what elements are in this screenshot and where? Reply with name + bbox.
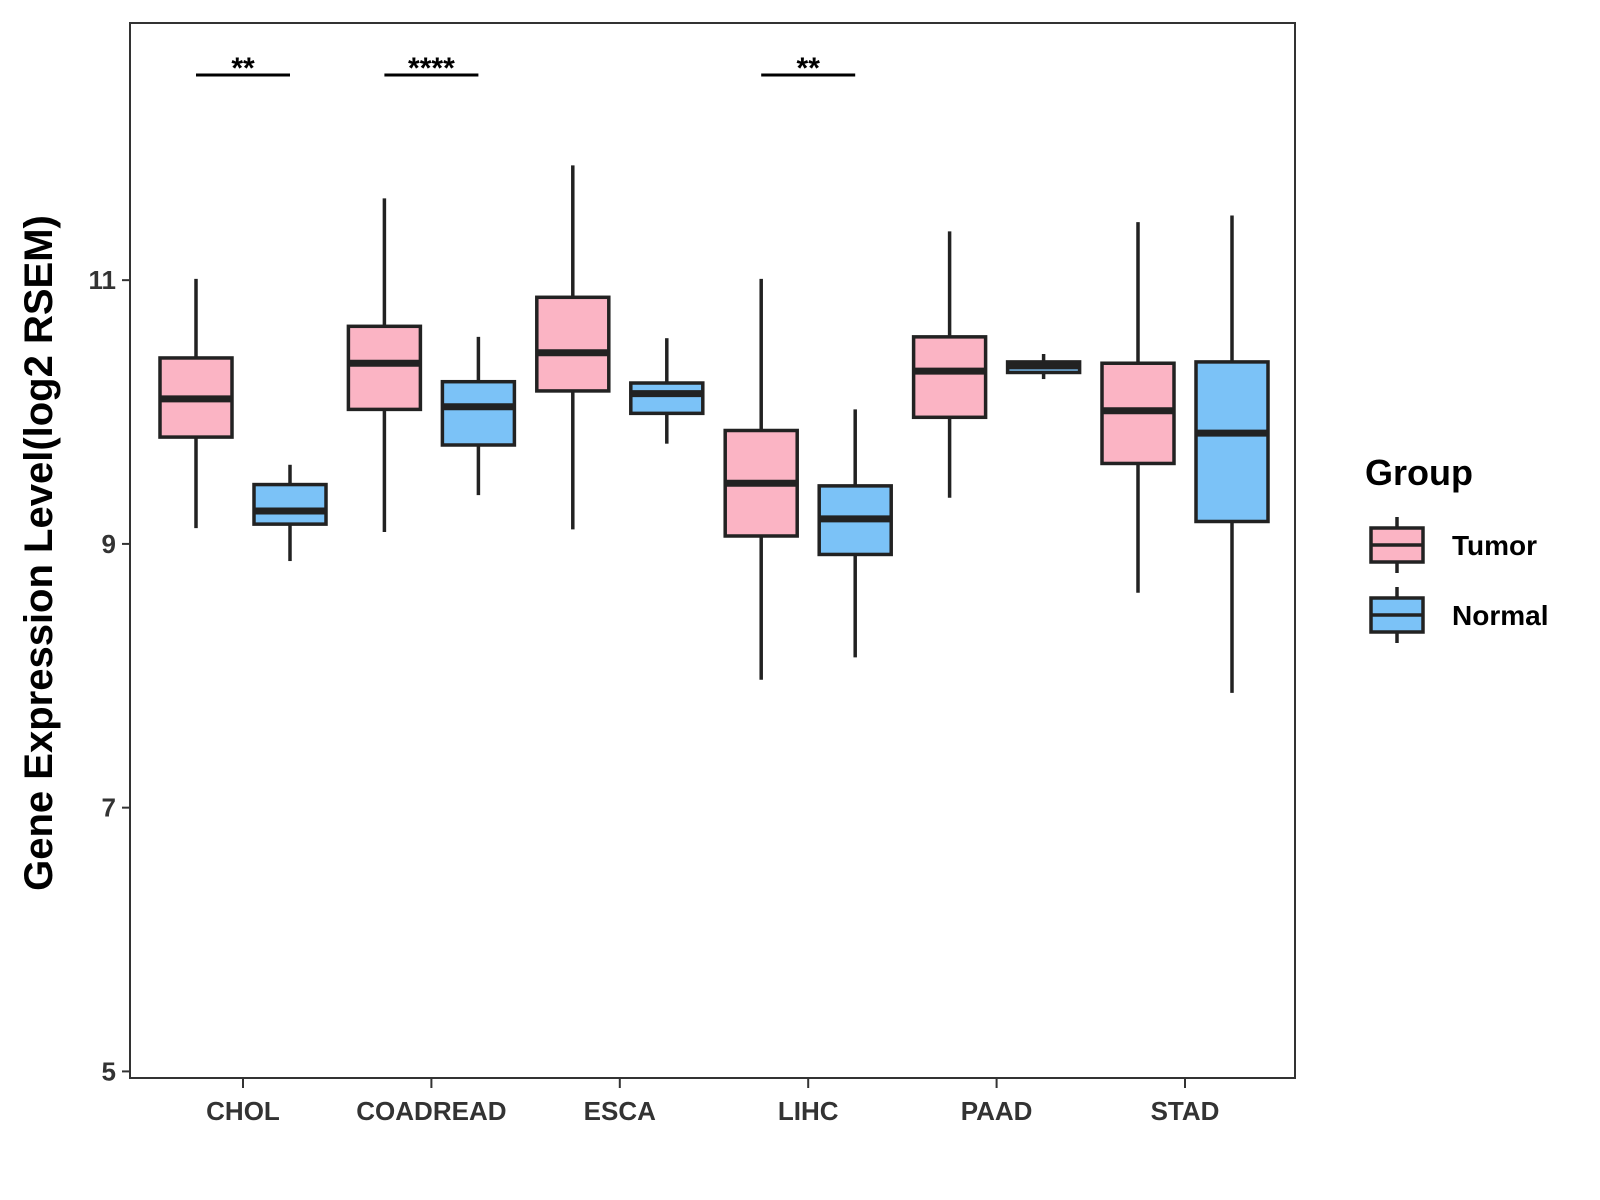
box-tumor-esca [535, 165, 611, 530]
iqr-box [252, 482, 328, 526]
box-tumor-lihc [723, 278, 799, 680]
box-tumor-chol [158, 278, 234, 529]
iqr-box [1194, 360, 1270, 524]
x-tick-label: STAD [1151, 1096, 1220, 1126]
iqr-box [911, 335, 988, 420]
legend: Group Tumor Normal [1365, 452, 1548, 643]
x-tick-label: PAAD [961, 1096, 1033, 1126]
x-tick-label: ESCA [584, 1096, 656, 1126]
legend-label: Normal [1452, 600, 1548, 631]
iqr-box [535, 295, 611, 393]
y-tick-label: 7 [102, 793, 116, 823]
y-axis-title: Gene Expression Level(log2 RSEM) [17, 215, 61, 891]
significance-label: ** [231, 52, 255, 85]
box-normal-esca [629, 338, 705, 444]
box-tumor-paad [911, 231, 988, 498]
box-normal-stad [1194, 215, 1270, 693]
iqr-box [629, 381, 705, 416]
significance-label: **** [408, 52, 455, 85]
box-normal-chol [252, 464, 328, 562]
iqr-box [346, 324, 423, 412]
legend-label: Tumor [1452, 530, 1537, 561]
significance-label: ** [797, 52, 821, 85]
box-normal-coadread [440, 336, 517, 496]
x-tick-label: LIHC [778, 1096, 839, 1126]
plot-panel [129, 22, 1296, 1079]
box-tumor-stad [1100, 222, 1176, 593]
x-tick-label: COADREAD [356, 1096, 506, 1126]
legend-title: Group [1365, 452, 1473, 493]
box-normal-lihc [817, 409, 893, 658]
box-normal-paad [1005, 354, 1082, 380]
legend-entry-tumor: Tumor [1369, 517, 1537, 573]
x-axis: CHOL COADREAD ESCA LIHC PAAD STAD [206, 1078, 1219, 1126]
legend-entry-normal: Normal [1369, 587, 1548, 643]
iqr-box [440, 379, 517, 447]
significance-annotations: ** **** ** [196, 52, 856, 85]
y-tick-label: 11 [89, 265, 117, 295]
x-tick-label: CHOL [206, 1096, 280, 1126]
y-tick-label: 5 [102, 1056, 116, 1086]
boxes-layer [158, 165, 1270, 693]
y-tick-label: 9 [102, 529, 116, 559]
box-tumor-coadread [346, 198, 423, 533]
y-axis: 5 7 9 11 [89, 265, 130, 1086]
